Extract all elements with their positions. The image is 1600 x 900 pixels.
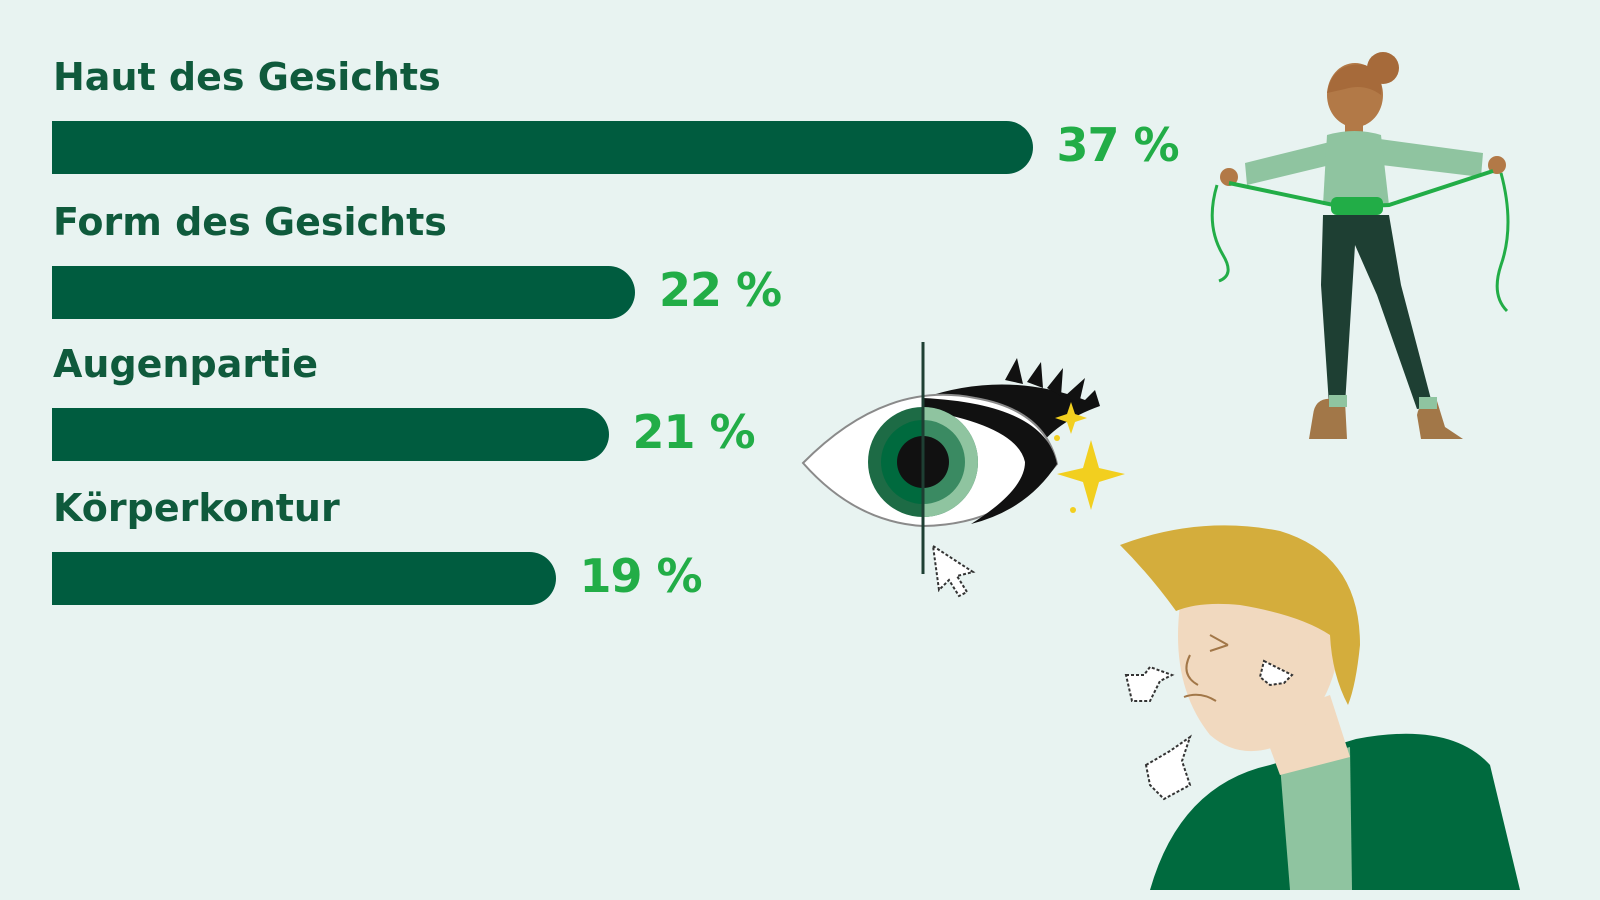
half-made-up-eye-illustration — [801, 342, 1125, 598]
bar-value-label: 22 % — [659, 263, 782, 317]
bar — [52, 121, 1033, 174]
bar — [52, 408, 609, 461]
bar-category-label: Körperkontur — [53, 486, 340, 530]
bar-value-label: 21 % — [632, 405, 756, 459]
mouse-pointer-icon — [931, 543, 976, 598]
woman-measuring-waist-illustration — [1210, 52, 1510, 439]
bar-value-label: 37 % — [1056, 118, 1180, 172]
man-pointing-at-face-illustration — [1120, 525, 1520, 890]
bar — [52, 266, 635, 319]
pointer-hand-icon — [1144, 734, 1192, 801]
bar-category-label: Haut des Gesichts — [53, 55, 441, 99]
pointer-hand-icon — [1258, 659, 1294, 687]
bar-category-label: Form des Gesichts — [53, 200, 447, 244]
bar-category-label: Augenpartie — [53, 342, 319, 386]
bar-value-label: 19 % — [579, 549, 703, 603]
bar — [52, 552, 556, 605]
pointer-hand-icon — [1124, 665, 1175, 702]
